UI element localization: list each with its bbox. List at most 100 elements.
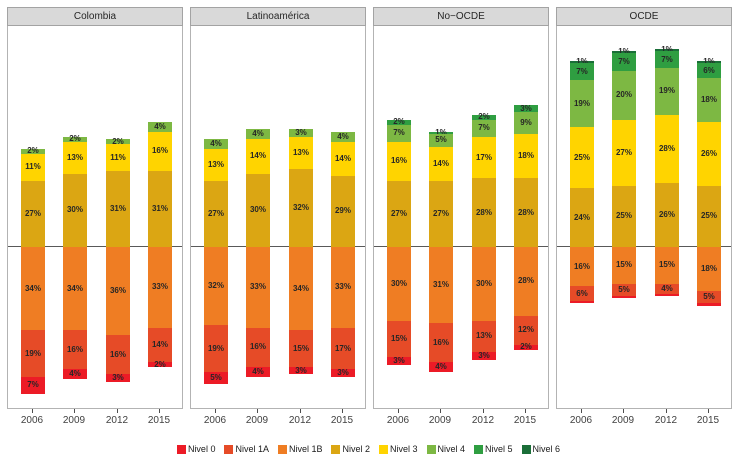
segment-nivel1b: 18%	[697, 247, 721, 292]
segment-label: 7%	[27, 380, 39, 390]
axis-tick	[623, 409, 624, 413]
segment-nivel1b: 33%	[246, 247, 270, 328]
panel-title-strip: Colombia	[7, 7, 183, 26]
axis-tick	[74, 409, 75, 413]
segment-nivel1b: 15%	[655, 247, 679, 284]
segment-label: 14%	[334, 153, 351, 163]
segment-label: 4%	[69, 369, 81, 379]
legend-swatch-nivel1a	[224, 444, 234, 454]
segment-nivel3: 13%	[289, 136, 313, 169]
segment-nivel6: 1%	[612, 48, 636, 56]
x-axis: 2006 2009 2012 2015	[556, 409, 732, 431]
segment-nivel2: 27%	[204, 180, 228, 247]
segment-nivel2: 30%	[63, 173, 87, 247]
bar-upper-stack: 1% 7% 20% 27% 25%	[612, 48, 636, 247]
segment-nivel0: 3%	[106, 373, 130, 383]
segment-label: 30%	[249, 205, 266, 215]
year-label: 2012	[471, 415, 495, 426]
segment-label: 3%	[393, 355, 405, 365]
zero-baseline	[374, 246, 548, 247]
bar-lower-stack: 32% 19% 5%	[204, 247, 228, 385]
segment-nivel1a: 17%	[331, 327, 355, 370]
segment-nivel0: 3%	[387, 355, 411, 365]
segment-nivel2: 32%	[289, 168, 313, 247]
segment-label: 4%	[435, 362, 447, 372]
axis-tick	[159, 409, 160, 413]
year-label: 2006	[203, 415, 227, 426]
segment-nivel2: 26%	[655, 183, 679, 247]
segment-nivel4: 9%	[514, 112, 538, 135]
segment-nivel4: 19%	[655, 68, 679, 115]
segment-label: 4%	[252, 129, 264, 139]
segment-nivel1a: 16%	[246, 327, 270, 368]
segment-nivel5: 6%	[697, 63, 721, 78]
legend-item-nivel1a: Nivel 1A	[224, 444, 269, 454]
legend-label: Nivel 5	[485, 444, 513, 454]
segment-nivel1a: 19%	[204, 325, 228, 372]
segment-label: 7%	[478, 123, 490, 133]
segment-label: 18%	[700, 95, 717, 105]
bar-lower-stack: 28% 12% 2%	[514, 247, 538, 351]
segment-nivel4: 2%	[63, 135, 87, 143]
segment-nivel2: 25%	[612, 185, 636, 247]
segment-nivel5: 7%	[612, 53, 636, 71]
segment-nivel6: 1%	[655, 45, 679, 53]
axis-tick	[581, 409, 582, 413]
segment-label: 32%	[292, 202, 309, 212]
segment-nivel3: 26%	[697, 122, 721, 186]
segment-nivel3: 16%	[387, 141, 411, 181]
legend-label: Nivel 1B	[288, 444, 323, 454]
segment-label: 14%	[432, 158, 449, 168]
year-label: 2012	[288, 415, 312, 426]
segment-label: 28%	[658, 144, 675, 154]
segment-label: 1%	[576, 57, 588, 67]
bar-lower-stack: 16% 6%	[570, 247, 594, 304]
segment-label: 1%	[703, 57, 715, 67]
segment-label: 2%	[478, 112, 490, 122]
axis-tick	[32, 409, 33, 413]
segment-label: 11%	[110, 152, 126, 162]
axis-tick	[440, 409, 441, 413]
year-label: 2012	[105, 415, 129, 426]
segment-label: 34%	[66, 283, 83, 293]
segment-label: 3%	[337, 368, 349, 378]
axis-tick	[215, 409, 216, 413]
segment-nivel5: 3%	[514, 104, 538, 113]
year-label: 2009	[245, 415, 269, 426]
segment-label: 30%	[390, 278, 407, 288]
panel-no-ocde: No−OCDE 2% 7% 16% 27% 30% 15% 3% 1% 5% 14% 27% 31% 16…	[373, 7, 549, 431]
segment-nivel1b: 16%	[570, 247, 594, 287]
segment-label: 27%	[432, 208, 449, 218]
segment-nivel1a: 14%	[148, 327, 172, 363]
bar-upper-stack: 1% 6% 18% 26% 25%	[697, 57, 721, 247]
bar-lower-stack: 31% 16% 4%	[429, 247, 453, 372]
segment-label: 31%	[432, 279, 449, 289]
legend-item-nivel5: Nivel 5	[474, 444, 513, 454]
segment-nivel5: 2%	[387, 118, 411, 126]
bar-upper-stack: 1% 5% 14% 27%	[429, 129, 453, 247]
segment-nivel3: 18%	[514, 134, 538, 179]
segment-nivel4: 5%	[429, 134, 453, 147]
segment-nivel0	[612, 296, 636, 299]
segment-nivel2: 24%	[570, 188, 594, 247]
segment-label: 16%	[66, 344, 83, 354]
segment-label: 13%	[292, 147, 309, 157]
segment-nivel2: 29%	[331, 175, 355, 247]
segment-nivel5: 7%	[570, 63, 594, 81]
segment-label: 32%	[207, 281, 224, 291]
axis-tick	[525, 409, 526, 413]
segment-nivel0: 3%	[289, 366, 313, 375]
segment-label: 16%	[573, 261, 590, 271]
segment-label: 3%	[478, 351, 490, 361]
panel-latinoam-rica: Latinoamérica 4% 13% 27% 32% 19% 5% 4% 14% 30% 33%…	[190, 7, 366, 431]
bar-upper-stack: 2% 13% 30%	[63, 135, 87, 247]
legend-swatch-nivel2	[331, 444, 341, 454]
segment-label: 4%	[337, 131, 349, 141]
segment-label: 3%	[112, 373, 124, 383]
segment-nivel1b: 32%	[204, 247, 228, 326]
bar-upper-stack: 2% 11% 27%	[21, 147, 45, 247]
year-label: 2015	[513, 415, 537, 426]
segment-nivel4: 20%	[612, 70, 636, 120]
segment-label: 9%	[520, 118, 532, 128]
segment-nivel3: 17%	[472, 136, 496, 179]
